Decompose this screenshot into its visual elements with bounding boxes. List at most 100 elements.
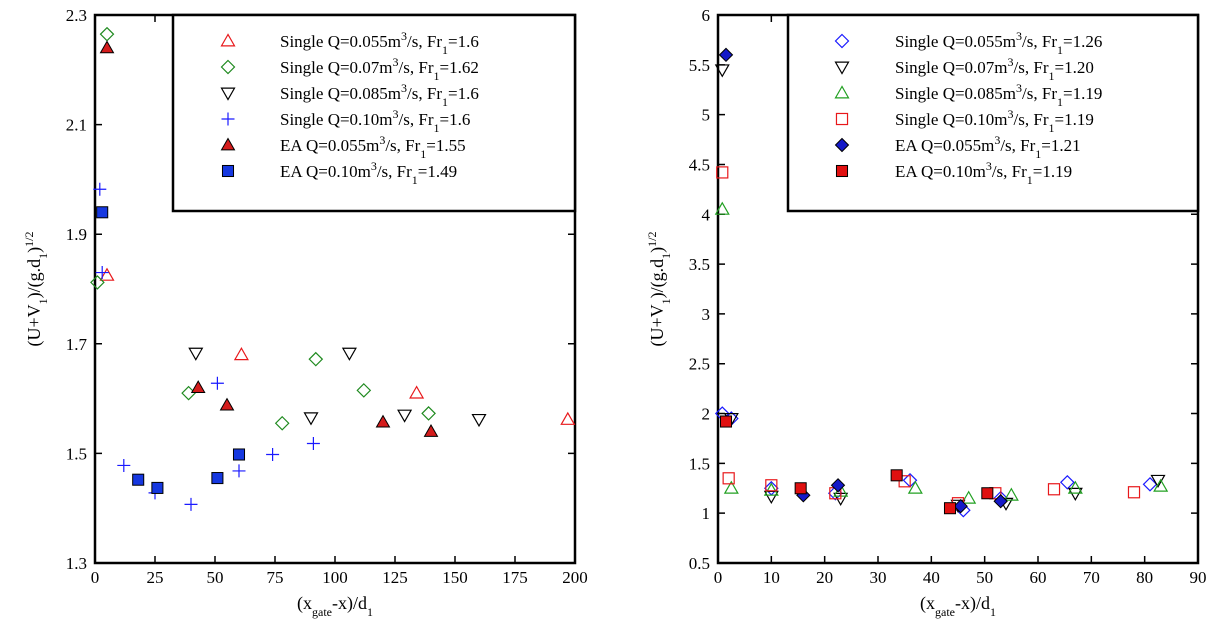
- x-tick-label: 0: [714, 568, 723, 587]
- data-point: [375, 414, 391, 428]
- y-tick-label: 1.5: [689, 454, 710, 473]
- legend-label: EA Q=0.10m3/s, Fr1=1.49: [280, 159, 457, 187]
- data-point: [308, 351, 324, 367]
- data-point: [993, 494, 1008, 509]
- data-point: [953, 499, 968, 514]
- data-point: [232, 448, 246, 461]
- data-point: [718, 47, 734, 63]
- data-point: [233, 347, 249, 361]
- legend-marker: [835, 164, 849, 178]
- legend-label: Single Q=0.07m3/s, Fr1=1.62: [280, 55, 479, 83]
- data-point: [1142, 476, 1158, 492]
- legend-box: [171, 13, 577, 213]
- data-point: [184, 497, 198, 511]
- y-tick-label: 2.1: [66, 116, 87, 135]
- data-point: [96, 206, 109, 219]
- data-point: [714, 201, 730, 215]
- legend-label: EA Q=0.055m3/s, Fr1=1.21: [895, 133, 1081, 161]
- data-point: [981, 487, 994, 500]
- data-point: [211, 472, 224, 485]
- data-point: [303, 412, 319, 426]
- x-tick-label: 150: [442, 568, 468, 587]
- data-point: [890, 469, 903, 482]
- data-point: [765, 479, 778, 492]
- legend-label: Single Q=0.10m3/s, Fr1=1.6: [280, 107, 470, 135]
- y-tick-label: 1.3: [66, 554, 87, 573]
- data-point: [266, 447, 280, 461]
- legend-marker: [834, 61, 850, 75]
- x-tick-label: 90: [1190, 568, 1207, 587]
- x-tick-label: 80: [1136, 568, 1153, 587]
- data-point: [714, 64, 730, 78]
- x-tick-label: 100: [322, 568, 348, 587]
- data-point: [794, 482, 807, 495]
- legend-marker: [220, 33, 236, 47]
- legend-box: [786, 13, 1200, 213]
- data-point: [219, 397, 235, 411]
- y-tick-label: 4.5: [689, 155, 710, 174]
- data-point: [1059, 474, 1075, 490]
- legend-label: Single Q=0.055m3/s, Fr1=1.26: [895, 29, 1102, 57]
- data-point: [117, 458, 131, 472]
- right-scatter-chart: 0 10 20 30 40 50 60 70 80 90 0.5 1 1.5 2 2.5 3 3.5 4 4.5 5 5…: [645, 6, 1207, 619]
- data-point: [274, 415, 290, 431]
- data-point: [210, 376, 224, 390]
- data-point: [763, 482, 779, 496]
- left-scatter-chart: 0 25 50 75 100 125 150 175 200 1.3 1.5 1.7 1.9 2.1 2.3…: [22, 6, 588, 619]
- data-point: [306, 437, 320, 451]
- y-tick-label: 6: [702, 6, 711, 25]
- data-point: [99, 267, 115, 281]
- legend-label: Single Q=0.085m3/s, Fr1=1.6: [280, 81, 479, 109]
- data-point: [190, 380, 206, 394]
- x-tick-label: 10: [763, 568, 780, 587]
- legend-marker: [834, 85, 850, 99]
- data-point: [763, 490, 779, 504]
- data-point: [232, 464, 246, 478]
- x-tick-label: 50: [207, 568, 224, 587]
- legend-marker: [834, 137, 850, 153]
- data-point: [151, 481, 164, 494]
- x-tick-label: 60: [1030, 568, 1047, 587]
- data-point: [560, 411, 576, 425]
- data-point: [723, 480, 739, 494]
- data-point: [1047, 483, 1061, 496]
- x-tick-label: 175: [502, 568, 528, 587]
- data-point: [423, 423, 439, 437]
- x-tick-label: 40: [923, 568, 940, 587]
- data-point: [188, 347, 204, 361]
- y-tick-label: 1.5: [66, 444, 87, 463]
- x-axis-label: (xgate-x)/d1: [297, 593, 373, 619]
- data-point: [1003, 487, 1019, 501]
- y-axis-label: (U+V1)/(g.d1)1/2: [645, 232, 673, 347]
- data-point: [356, 383, 372, 398]
- legend-marker: [834, 33, 850, 49]
- data-point: [943, 502, 957, 515]
- x-tick-label: 0: [91, 568, 100, 587]
- legend-marker: [221, 112, 235, 126]
- data-point: [830, 478, 846, 493]
- legend-marker: [220, 59, 236, 75]
- y-tick-label: 1.7: [66, 335, 88, 354]
- data-point: [397, 409, 413, 423]
- legend-label: Single Q=0.085m3/s, Fr1=1.19: [895, 81, 1102, 109]
- data-point: [827, 485, 843, 501]
- data-point: [471, 413, 487, 428]
- data-point: [95, 266, 109, 280]
- data-point: [907, 480, 923, 494]
- data-point: [341, 347, 357, 361]
- y-tick-label: 4: [702, 205, 711, 224]
- x-axis-label: (xgate-x)/d1: [920, 593, 996, 619]
- data-point: [722, 472, 735, 485]
- x-tick-label: 25: [147, 568, 164, 587]
- data-point: [99, 40, 115, 54]
- data-point: [421, 406, 436, 421]
- y-tick-label: 2.3: [66, 6, 87, 25]
- data-point: [961, 490, 977, 504]
- y-tick-label: 5: [702, 106, 711, 125]
- data-point: [1153, 478, 1169, 492]
- legend-label: Single Q=0.055m3/s, Fr1=1.6: [280, 29, 479, 57]
- legend-label: Single Q=0.10m3/s, Fr1=1.19: [895, 107, 1094, 135]
- y-tick-label: 3: [702, 305, 711, 324]
- y-tick-label: 0.5: [689, 554, 710, 573]
